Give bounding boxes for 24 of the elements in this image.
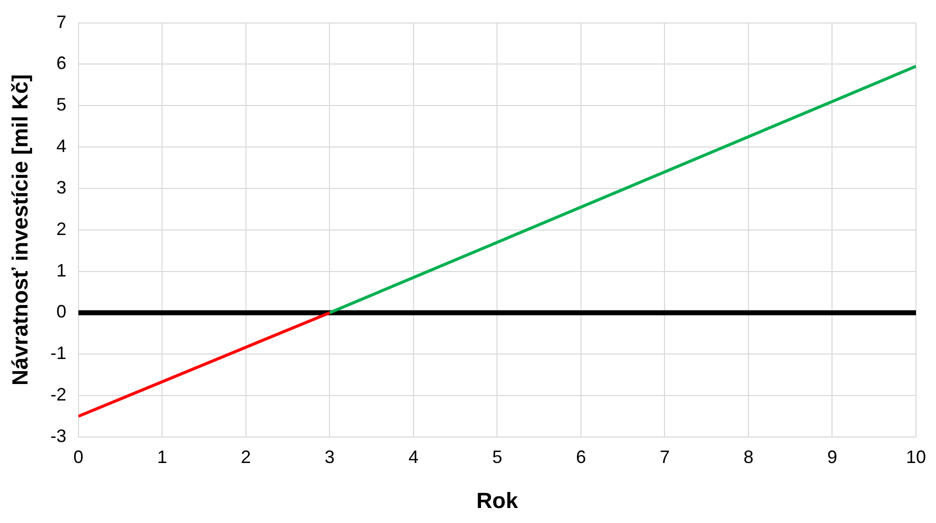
y-tick-label: 7 [56, 12, 66, 32]
y-tick-label: -1 [50, 343, 66, 364]
y-tick-label: 4 [56, 136, 66, 156]
y-tick-label: 2 [56, 218, 66, 239]
y-tick-label: 5 [56, 94, 66, 115]
x-tick-label: 9 [827, 446, 838, 467]
y-tick-label: 1 [56, 260, 66, 280]
x-tick-label: 10 [906, 446, 926, 467]
x-tick-label: 3 [324, 446, 335, 467]
y-tick-label: 6 [56, 53, 66, 74]
y-tick-label: 0 [56, 302, 66, 322]
x-tick-label: 5 [492, 446, 502, 467]
x-tick-label: 6 [576, 446, 586, 467]
x-tick-label: 0 [73, 446, 84, 467]
x-axis-title: Rok [476, 488, 519, 513]
x-tick-label: 1 [157, 446, 168, 467]
x-tick-label: 7 [660, 446, 670, 467]
y-tick-label: -3 [50, 426, 66, 446]
y-tick-label: -2 [50, 384, 66, 405]
x-tick-label: 4 [408, 446, 418, 467]
x-tick-label: 2 [240, 446, 251, 467]
x-tick-label: 8 [743, 446, 754, 467]
y-axis-title: Návratnosť investície [mil Kč] [7, 74, 32, 386]
y-tick-label: 3 [56, 177, 66, 198]
